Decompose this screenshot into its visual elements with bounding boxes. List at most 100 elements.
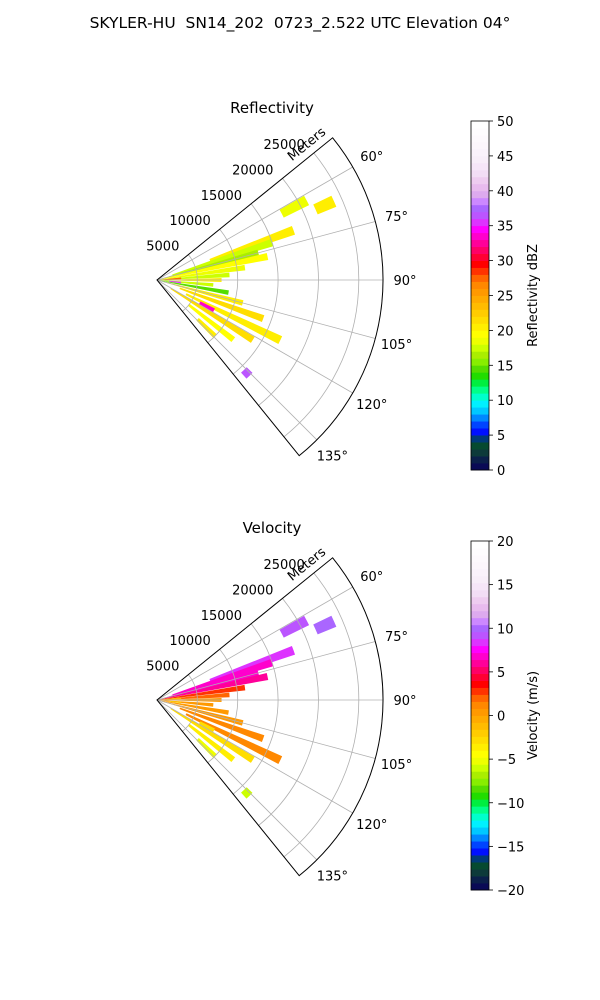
reflectivity-colorbar-seg-43 — [471, 162, 489, 171]
velocity-theta-tick-3: 105° — [381, 758, 412, 773]
reflectivity-title: Reflectivity — [230, 99, 314, 117]
reflectivity-echo-3 — [172, 238, 274, 276]
velocity-colorbar-seg-23 — [471, 722, 489, 730]
velocity-colorbar-seg-37 — [471, 624, 489, 633]
reflectivity-colorbar-seg-44 — [471, 155, 489, 164]
velocity-colorbar-seg-29 — [471, 680, 489, 688]
velocity-theta-tick-1: 75° — [385, 630, 408, 645]
reflectivity-frame — [156, 137, 384, 457]
velocity-colorbar-seg-27 — [471, 694, 489, 702]
velocity-colorbar-seg-10 — [471, 813, 489, 821]
reflectivity-colorbar-seg-23 — [471, 302, 489, 310]
velocity-r-tick-3: 20000 — [232, 583, 273, 598]
velocity-colorbar-seg-38 — [471, 617, 489, 626]
velocity-colorbar-seg-44 — [471, 575, 489, 584]
velocity-echo-13 — [185, 713, 283, 764]
velocity-theta-tick-2: 90° — [393, 694, 416, 709]
velocity-colorbar-seg-26 — [471, 701, 489, 709]
reflectivity-colorbar-seg-33 — [471, 232, 489, 241]
reflectivity-colorbar-seg-8 — [471, 407, 489, 415]
reflectivity-colorbar-tick-2: 10 — [497, 394, 514, 409]
reflectivity-colorbar-tick-4: 20 — [497, 324, 514, 339]
reflectivity-colorbar-seg-20 — [471, 323, 489, 331]
velocity-colorbar-seg-18 — [471, 757, 489, 765]
velocity-colorbar-seg-16 — [471, 771, 489, 779]
velocity-colorbar-seg-40 — [471, 603, 489, 612]
reflectivity-colorbar-seg-40 — [471, 183, 489, 192]
velocity-colorbar-tick-8: 20 — [497, 535, 514, 550]
reflectivity-echo-13 — [185, 293, 283, 344]
reflectivity-colorbar-seg-22 — [471, 309, 489, 317]
velocity-title: Velocity — [243, 519, 302, 537]
velocity-grid-spoke-5 — [156, 699, 318, 861]
reflectivity-echo-6 — [157, 264, 246, 280]
velocity-theta-tick-0: 60° — [360, 570, 383, 585]
velocity-colorbar-seg-39 — [471, 610, 489, 619]
velocity-r-tick-1: 10000 — [169, 634, 210, 649]
velocity-colorbar-tick-3: −5 — [497, 753, 516, 768]
reflectivity-panel: Reflectivity500010000150002000025000Mete… — [146, 99, 541, 479]
reflectivity-colorbar-tick-9: 45 — [497, 150, 514, 165]
velocity-colorbar-seg-22 — [471, 729, 489, 737]
velocity-grid-spoke-1 — [156, 641, 376, 701]
velocity-grid-spoke-3 — [156, 699, 376, 759]
velocity-colorbar-seg-25 — [471, 708, 489, 716]
reflectivity-colorbar-seg-30 — [471, 253, 489, 261]
velocity-theta-tick-4: 120° — [356, 818, 387, 833]
velocity-colorbar-seg-4 — [471, 855, 489, 863]
velocity-colorbar-seg-33 — [471, 652, 489, 661]
reflectivity-colorbar-tick-5: 25 — [497, 290, 514, 305]
reflectivity-colorbar-seg-34 — [471, 225, 489, 234]
reflectivity-colorbar-seg-35 — [471, 218, 489, 227]
reflectivity-grid — [156, 152, 383, 441]
reflectivity-colorbar-seg-28 — [471, 267, 489, 275]
velocity-r-tick-0: 5000 — [146, 660, 179, 675]
reflectivity-colorbar-seg-7 — [471, 414, 489, 422]
velocity-colorbar-seg-46 — [471, 561, 489, 570]
velocity-echo-19 — [199, 721, 215, 733]
velocity-echo-0 — [279, 615, 310, 638]
reflectivity-colorbar-seg-41 — [471, 176, 489, 185]
velocity-colorbar-seg-21 — [471, 736, 489, 744]
velocity-colorbar-seg-13 — [471, 792, 489, 800]
velocity-colorbar-seg-5 — [471, 848, 489, 856]
velocity-echo-11 — [157, 700, 244, 726]
velocity-theta-tick-5: 135° — [317, 869, 348, 884]
velocity-colorbar-seg-34 — [471, 645, 489, 654]
reflectivity-echo-16 — [196, 317, 217, 338]
velocity-colorbar-seg-17 — [471, 764, 489, 772]
reflectivity-grid-arc-4 — [283, 152, 360, 438]
velocity-echo-12 — [179, 707, 265, 742]
reflectivity-colorbar-seg-29 — [471, 260, 489, 268]
velocity-colorbar-seg-14 — [471, 785, 489, 793]
reflectivity-colorbar-seg-24 — [471, 295, 489, 303]
reflectivity-colorbar-tick-1: 5 — [497, 429, 505, 444]
velocity-grid-arc-4 — [283, 572, 360, 858]
velocity-colorbar-seg-9 — [471, 820, 489, 828]
reflectivity-colorbar-tick-7: 35 — [497, 220, 514, 235]
velocity-colorbar-seg-8 — [471, 827, 489, 835]
velocity-echoes — [157, 615, 337, 799]
velocity-colorbar-seg-15 — [471, 778, 489, 786]
reflectivity-r-tick-1: 10000 — [169, 214, 210, 229]
reflectivity-grid-arc-3 — [258, 178, 319, 406]
velocity-colorbar-seg-35 — [471, 638, 489, 647]
reflectivity-colorbar-seg-18 — [471, 337, 489, 345]
reflectivity-colorbar-seg-0 — [471, 463, 489, 471]
reflectivity-colorbar-tick-6: 30 — [497, 255, 514, 270]
velocity-grid-arc-1 — [207, 648, 239, 764]
reflectivity-echo-17 — [161, 277, 182, 280]
reflectivity-r-tick-2: 15000 — [201, 189, 242, 204]
reflectivity-colorbar-seg-4 — [471, 435, 489, 443]
reflectivity-grid-arc-2 — [232, 203, 279, 375]
velocity-colorbar-seg-32 — [471, 659, 489, 668]
velocity-colorbar-seg-41 — [471, 596, 489, 605]
reflectivity-echo-20 — [241, 367, 253, 379]
velocity-colorbar-seg-24 — [471, 715, 489, 723]
velocity-colorbar-tick-4: 0 — [497, 710, 505, 725]
reflectivity-colorbar-tick-3: 15 — [497, 359, 514, 374]
velocity-colorbar-seg-43 — [471, 582, 489, 591]
velocity-colorbar-tick-5: 5 — [497, 666, 505, 681]
reflectivity-colorbar-seg-12 — [471, 379, 489, 387]
